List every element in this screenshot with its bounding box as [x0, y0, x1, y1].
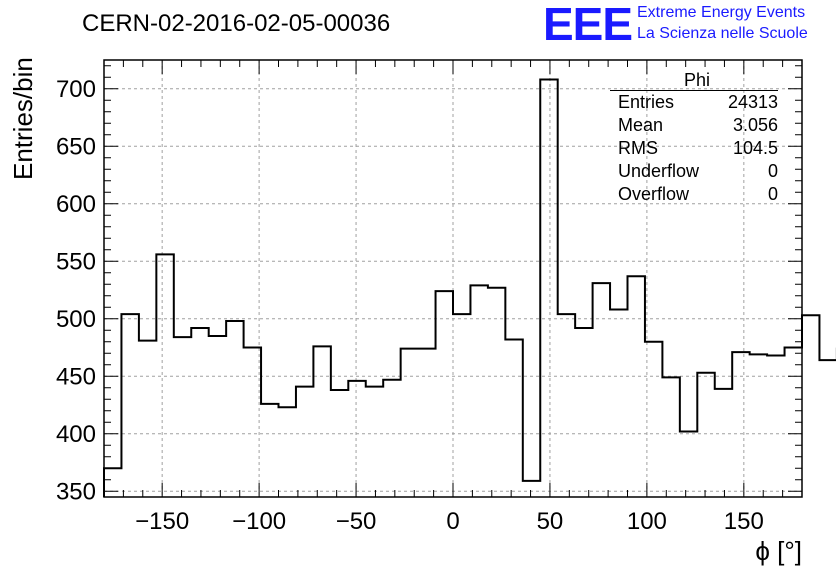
- histogram-bin: [523, 481, 540, 497]
- stats-label: Mean: [618, 115, 664, 135]
- stats-row-mean: Mean 3.056: [610, 114, 778, 137]
- stats-title: Phi: [610, 70, 778, 91]
- histogram-bin: [628, 276, 645, 497]
- stats-box: Phi Entries 24313 Mean 3.056 RMS 104.5 U…: [610, 70, 778, 206]
- histogram-bin: [767, 356, 784, 497]
- histogram-bin: [540, 80, 557, 497]
- histogram-bin: [593, 283, 610, 497]
- histogram-bin: [680, 431, 697, 497]
- histogram-bin: [139, 341, 156, 497]
- stats-value: 0: [767, 184, 778, 204]
- y-tick-label: 500: [56, 306, 96, 333]
- histogram-bin: [488, 288, 505, 497]
- y-tick-label: 700: [56, 76, 96, 103]
- eee-logo: EEE: [543, 0, 633, 50]
- y-tick-label: 400: [56, 421, 96, 448]
- histogram-bin: [575, 328, 592, 497]
- histogram-bin: [505, 339, 522, 497]
- logo-line-1: Extreme Energy Events: [637, 4, 806, 21]
- stats-value: 0: [767, 161, 778, 181]
- stats-label: Overflow: [618, 184, 690, 204]
- x-tick-label: 100: [627, 508, 667, 535]
- x-tick-label: −150: [135, 508, 189, 535]
- chart-title: CERN-02-2016-02-05-00036: [82, 10, 391, 37]
- histogram-bin: [662, 377, 679, 497]
- stats-value: 104.5: [732, 138, 778, 158]
- histogram-bin: [732, 352, 749, 497]
- histogram-bin: [715, 389, 732, 497]
- y-axis-label: Entries/bin: [8, 57, 38, 180]
- stats-row-rms: RMS 104.5: [610, 137, 778, 160]
- histogram-bin: [366, 387, 383, 497]
- stats-row-overflow: Overflow 0: [610, 183, 778, 206]
- histogram-bin: [174, 337, 191, 497]
- histogram-bin: [226, 321, 243, 497]
- histogram-bin: [313, 346, 330, 497]
- x-tick-label: 0: [446, 508, 459, 535]
- histogram-bin: [296, 387, 313, 497]
- histogram-bin: [121, 314, 138, 497]
- y-tick-label: 600: [56, 191, 96, 218]
- histogram-bin: [104, 468, 121, 497]
- histogram-bin: [279, 407, 296, 497]
- stats-label: Underflow: [618, 161, 700, 181]
- histogram-bin: [610, 310, 627, 497]
- histogram-bin: [802, 315, 819, 497]
- histogram-bin: [348, 381, 365, 497]
- histogram-outline: [103, 78, 836, 497]
- histogram-bin: [750, 354, 767, 497]
- histogram-bin: [436, 291, 453, 497]
- stats-value: 3.056: [732, 115, 778, 135]
- histogram-bin: [819, 360, 836, 497]
- histogram-bin: [558, 314, 575, 497]
- x-tick-label: −100: [232, 508, 286, 535]
- stats-row-entries: Entries 24313: [610, 91, 778, 114]
- stats-row-underflow: Underflow 0: [610, 160, 778, 183]
- histogram-bin: [209, 336, 226, 497]
- x-tick-label: 150: [724, 508, 764, 535]
- x-axis-label: ϕ [°]: [755, 536, 802, 566]
- stats-label: Entries: [618, 92, 675, 112]
- histogram-bin: [244, 348, 261, 498]
- stats-label: RMS: [618, 138, 658, 158]
- histogram-bin: [383, 380, 400, 497]
- histogram-bin: [261, 404, 278, 497]
- histogram-bin: [331, 390, 348, 497]
- y-tick-label: 650: [56, 133, 96, 160]
- histogram-bin: [470, 285, 487, 497]
- y-tick-label: 550: [56, 248, 96, 275]
- histogram-bin: [401, 349, 418, 497]
- stats-value: 24313: [727, 92, 778, 112]
- histogram-bin: [697, 373, 714, 497]
- histogram-bin: [418, 349, 435, 497]
- histogram-bin: [453, 314, 470, 497]
- y-tick-label: 450: [56, 363, 96, 390]
- histogram-bin: [156, 254, 173, 497]
- x-tick-label: 50: [537, 508, 564, 535]
- logo-line-2: La Scienza nelle Scuole: [637, 25, 808, 42]
- x-tick-label: −50: [336, 508, 377, 535]
- histogram-bin: [191, 328, 208, 497]
- y-tick-label: 350: [56, 478, 96, 505]
- histogram-bin: [645, 342, 662, 497]
